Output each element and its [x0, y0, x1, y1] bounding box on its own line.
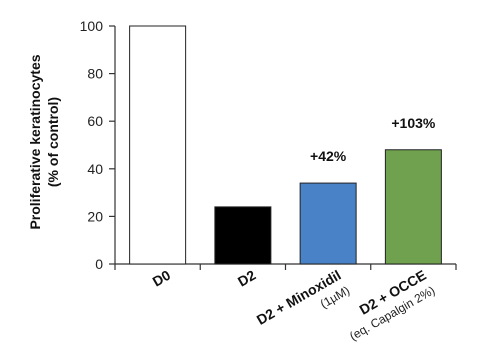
- y-tick-label: 80: [87, 66, 103, 82]
- category-name: D0: [150, 267, 174, 290]
- y-tick-label: 100: [80, 18, 104, 34]
- bars: [129, 25, 442, 265]
- y-axis-label: Proliferative keratinocytes (% of contro…: [27, 54, 61, 229]
- x-category-label: D2 + OCCE(eq. Capalgin 2%): [347, 267, 437, 344]
- y-axis-label-line1: Proliferative keratinocytes: [27, 54, 43, 229]
- x-category-label: D2: [235, 267, 259, 290]
- y-axis-ticks: 0 20 40 60 80 100: [80, 18, 115, 272]
- bar-annotation: +103%: [391, 115, 436, 131]
- y-tick-label: 60: [87, 113, 103, 129]
- bar: [384, 149, 442, 265]
- bar: [214, 206, 272, 265]
- bar: [129, 25, 187, 265]
- y-tick-label: 40: [87, 161, 103, 177]
- bar: [299, 182, 357, 265]
- x-category-label: D2 + Minoxidil(1µM): [254, 267, 352, 328]
- y-tick-label: 20: [87, 208, 103, 224]
- category-name: D2: [235, 267, 259, 290]
- bar-annotations: +42% +103%: [310, 115, 436, 164]
- x-category-label: D0: [150, 267, 174, 290]
- y-axis-label-line2: (% of control): [45, 97, 61, 187]
- bar-annotation: +42%: [310, 148, 347, 164]
- y-tick-label: 0: [95, 256, 103, 272]
